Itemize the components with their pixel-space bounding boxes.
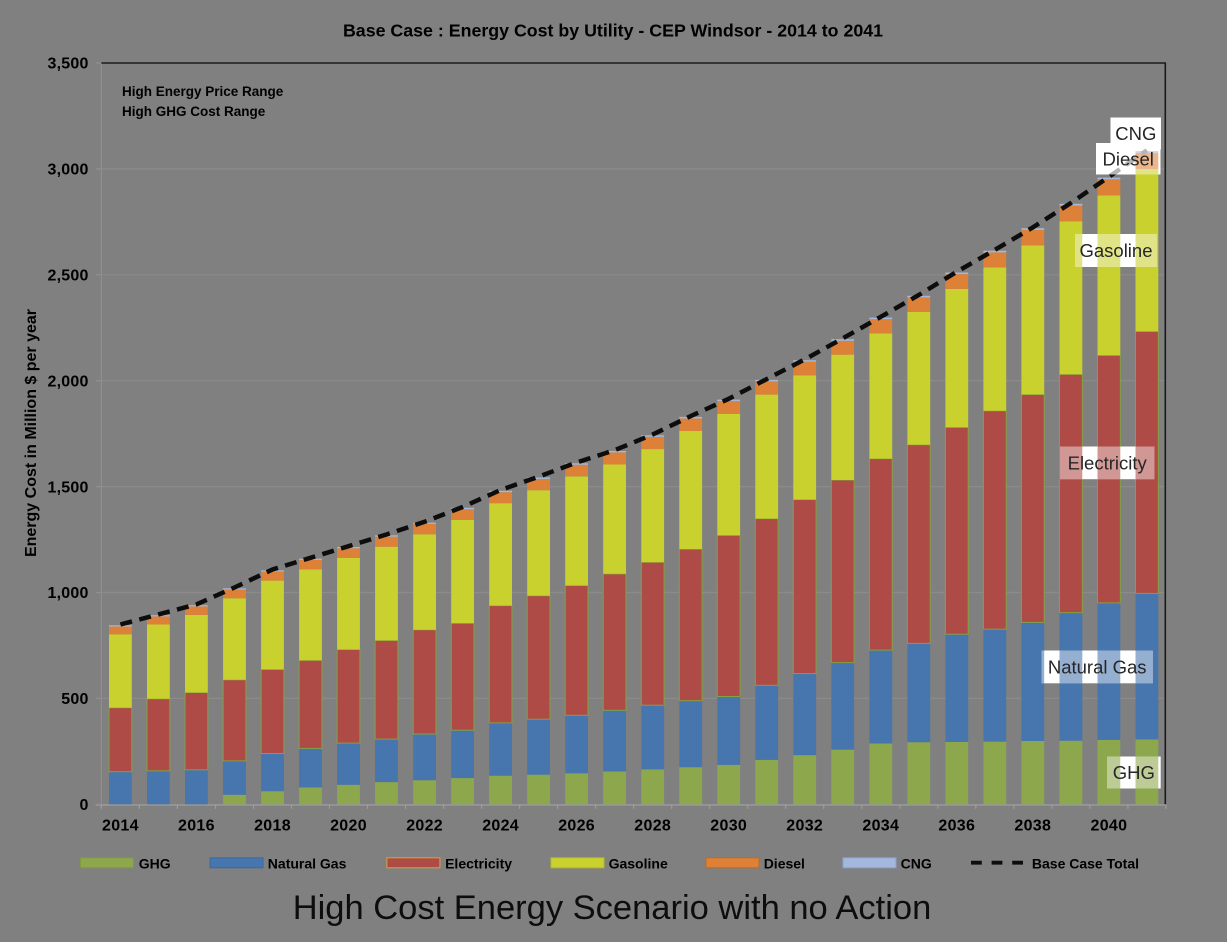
svg-text:Energy Cost in Million $ per y: Energy Cost in Million $ per year: [23, 309, 40, 557]
svg-text:Electricity: Electricity: [445, 856, 512, 872]
svg-text:2014: 2014: [102, 818, 139, 835]
svg-text:GHG: GHG: [139, 856, 171, 872]
svg-text:Natural Gas: Natural Gas: [1048, 656, 1147, 677]
svg-text:2,000: 2,000: [48, 373, 89, 390]
svg-text:GHG: GHG: [1113, 762, 1155, 783]
svg-text:Diesel: Diesel: [1102, 148, 1153, 169]
svg-text:Natural Gas: Natural Gas: [268, 856, 347, 872]
svg-text:Electricity: Electricity: [1068, 452, 1148, 473]
svg-text:High GHG Cost Range: High GHG Cost Range: [122, 104, 266, 119]
svg-text:0: 0: [79, 797, 88, 814]
svg-text:2020: 2020: [330, 818, 367, 835]
svg-text:500: 500: [61, 691, 88, 708]
svg-text:Base Case : Energy Cost by Uti: Base Case : Energy Cost by Utility - CEP…: [343, 21, 883, 41]
svg-text:CNG: CNG: [1115, 123, 1156, 144]
svg-text:2032: 2032: [786, 818, 823, 835]
svg-text:3,000: 3,000: [48, 162, 89, 179]
svg-text:2026: 2026: [558, 818, 595, 835]
svg-text:2018: 2018: [254, 818, 291, 835]
svg-text:2024: 2024: [482, 818, 519, 835]
svg-text:2034: 2034: [862, 818, 899, 835]
svg-text:2030: 2030: [710, 818, 747, 835]
svg-text:2022: 2022: [406, 818, 443, 835]
svg-text:2,500: 2,500: [48, 268, 89, 285]
svg-text:3,500: 3,500: [48, 56, 89, 73]
svg-text:High Cost Energy Scenario with: High Cost Energy Scenario with no Action: [293, 889, 932, 927]
svg-text:2016: 2016: [178, 818, 215, 835]
svg-text:2036: 2036: [938, 818, 975, 835]
svg-text:Gasoline: Gasoline: [609, 856, 668, 872]
svg-text:2040: 2040: [1091, 818, 1128, 835]
svg-text:2038: 2038: [1014, 818, 1051, 835]
svg-text:2028: 2028: [634, 818, 671, 835]
svg-text:CNG: CNG: [901, 856, 932, 872]
svg-text:1,000: 1,000: [48, 585, 89, 602]
svg-text:Gasoline: Gasoline: [1079, 240, 1152, 261]
svg-text:Base Case Total: Base Case Total: [1032, 856, 1139, 872]
svg-text:High Energy Price Range: High Energy Price Range: [122, 84, 284, 99]
svg-text:1,500: 1,500: [48, 479, 89, 496]
svg-text:Diesel: Diesel: [764, 856, 805, 872]
